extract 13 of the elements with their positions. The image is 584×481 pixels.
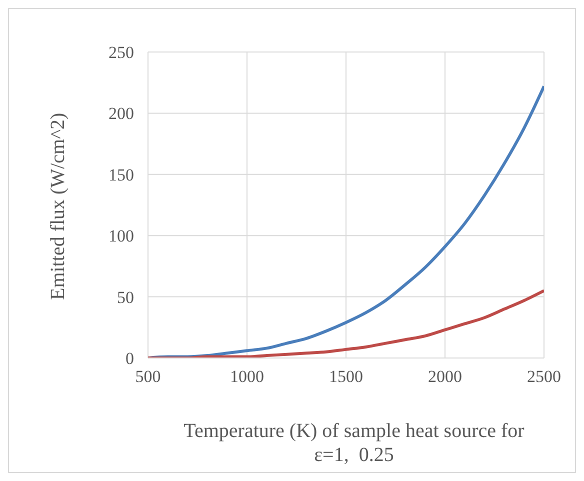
y-tick-label: 150 — [108, 165, 134, 184]
x-tick-label: 1500 — [329, 367, 363, 386]
x-axis-title: Temperature (K) of sample heat source for ε=1, 0.25 — [182, 419, 526, 467]
y-tick-label: 0 — [126, 349, 134, 368]
y-tick-label: 50 — [117, 288, 134, 307]
y-axis-title: Emitted flux (W/cm^2) — [47, 112, 70, 300]
y-tick-label: 200 — [108, 104, 134, 124]
x-tick-label: 2000 — [428, 367, 462, 386]
x-tick-label: 500 — [135, 367, 161, 386]
x-tick-label: 2500 — [527, 367, 561, 386]
y-tick-label: 250 — [108, 43, 134, 62]
x-tick-label: 1000 — [230, 367, 264, 386]
y-tick-label: 100 — [108, 226, 134, 246]
